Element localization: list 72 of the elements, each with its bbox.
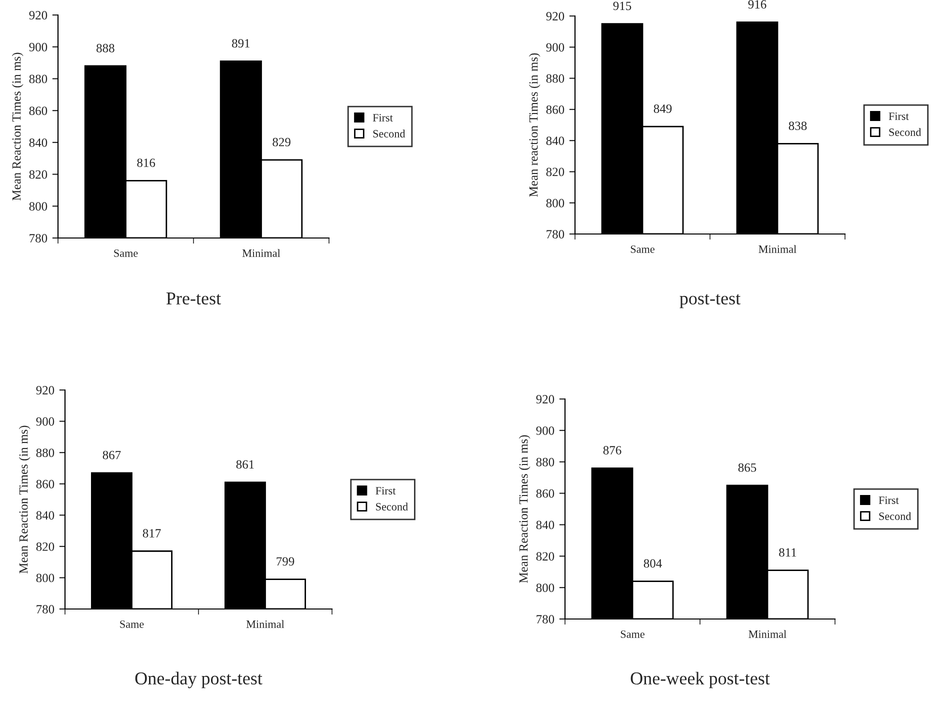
- y-tick-label: 840: [29, 138, 48, 147]
- y-tick-label: 920: [536, 395, 554, 404]
- y-tick-label: 800: [29, 202, 48, 211]
- legend-label: Second: [889, 128, 922, 136]
- legend-label: First: [878, 496, 899, 504]
- legend-label: First: [376, 487, 396, 494]
- y-tick-label: 780: [36, 605, 54, 614]
- text: post-test: [680, 294, 740, 308]
- data-label: 865: [738, 463, 756, 472]
- y-tick-label: 840: [546, 136, 564, 146]
- y-tick-label: 880: [36, 448, 54, 458]
- x-tick-label: Same: [620, 630, 644, 638]
- y-tick-label: 900: [29, 42, 48, 52]
- x-tick-label: Minimal: [242, 249, 280, 257]
- data-label: 867: [102, 450, 121, 460]
- data-label: 915: [613, 2, 632, 10]
- y-tick-label: 800: [546, 198, 564, 208]
- y-tick-label: 780: [546, 230, 564, 238]
- x-tick-label: Same: [114, 249, 138, 257]
- y-tick-label: 900: [536, 426, 554, 435]
- data-label: 804: [644, 559, 662, 568]
- legend-label: Second: [376, 502, 408, 510]
- y-tick-label: 860: [546, 105, 564, 114]
- data-label: 838: [788, 122, 807, 130]
- y-tick-label: 860: [29, 106, 48, 116]
- y-tick-label: 880: [29, 74, 48, 84]
- data-label: 799: [276, 557, 294, 566]
- y-tick-label: 820: [546, 168, 564, 176]
- y-tick-label: 880: [536, 458, 554, 466]
- legend-label: First: [372, 114, 393, 122]
- x-tick-label: Same: [120, 620, 144, 628]
- legend-label: First: [888, 112, 909, 120]
- y-tick-label: 920: [36, 386, 54, 394]
- x-tick-label: Same: [630, 245, 654, 253]
- data-label: 916: [748, 0, 766, 9]
- legend-label: Second: [373, 130, 406, 138]
- y-tick-label: 860: [536, 489, 554, 498]
- legend-label: Second: [879, 512, 912, 520]
- y-axis-title: Mean Reaction Times (in ms): [518, 435, 530, 583]
- y-tick-label: 860: [36, 480, 54, 488]
- data-label: 829: [272, 138, 290, 146]
- y-tick-label: 800: [536, 584, 554, 592]
- y-tick-label: 780: [30, 234, 48, 242]
- data-label: 849: [654, 104, 672, 113]
- data-label: 876: [603, 446, 622, 454]
- y-tick-label: 920: [29, 11, 48, 20]
- data-label: 811: [779, 548, 796, 557]
- y-tick-label: 800: [36, 574, 54, 582]
- y-tick-label: 780: [536, 615, 554, 624]
- y-tick-label: 820: [36, 542, 54, 551]
- y-tick-label: 840: [36, 511, 54, 520]
- text: One-day post-test: [135, 672, 262, 688]
- x-tick-label: Minimal: [246, 620, 284, 628]
- y-axis-title: Mean Reaction Times (in ms): [18, 426, 30, 574]
- data-label: 891: [232, 39, 250, 48]
- text: Pre-test: [166, 292, 221, 305]
- data-label: 861: [236, 460, 254, 469]
- data-label: 816: [137, 158, 156, 168]
- y-tick-label: 820: [536, 552, 554, 561]
- y-axis-title: Mean Reaction Times (in ms): [12, 52, 24, 200]
- text: One-week post-test: [630, 672, 770, 688]
- y-axis-title: Mean reaction Times (in ms): [528, 53, 540, 197]
- y-tick-label: 900: [36, 417, 54, 426]
- data-label: 888: [96, 44, 114, 52]
- y-tick-label: 900: [546, 43, 564, 52]
- y-tick-label: 820: [29, 170, 48, 179]
- x-tick-label: Minimal: [748, 630, 786, 638]
- y-tick-label: 920: [546, 12, 564, 20]
- y-tick-label: 840: [536, 520, 554, 530]
- data-label: 817: [142, 529, 161, 538]
- x-tick-label: Minimal: [758, 245, 796, 253]
- y-tick-label: 880: [546, 74, 564, 83]
